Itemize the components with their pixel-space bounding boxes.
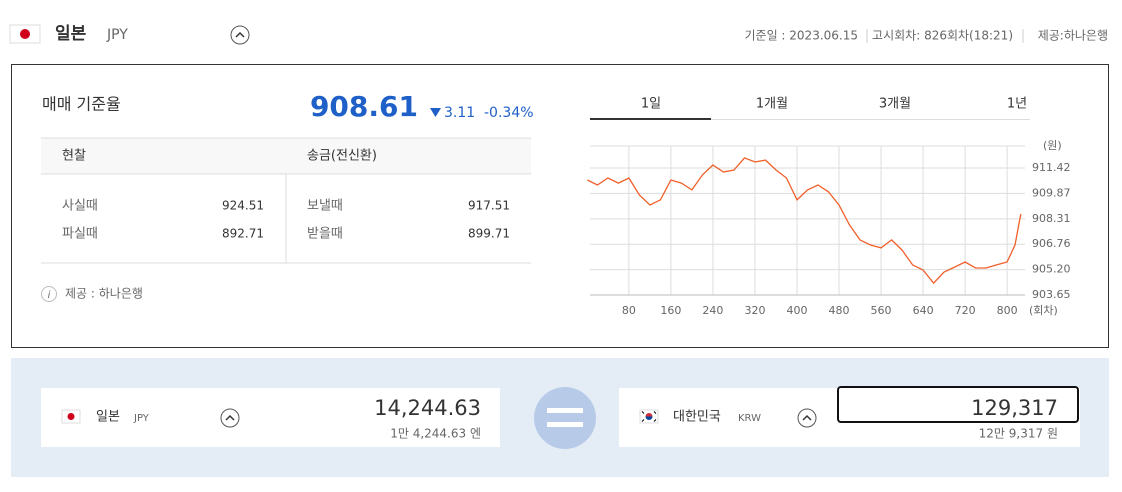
toggle-button[interactable] <box>230 25 250 45</box>
y-tick-label: 909.87 <box>1032 186 1071 199</box>
info-icon-text: i <box>48 290 51 301</box>
y-tick-label: 908.31 <box>1032 212 1071 225</box>
x-tick-label: 800 <box>997 304 1018 317</box>
x-tick-label: 80 <box>622 304 636 317</box>
flag-circle <box>67 413 75 420</box>
tab[interactable]: 1일 <box>641 97 661 112</box>
cell-label: 파실때 <box>62 227 98 242</box>
y-unit: (원) <box>1043 139 1062 152</box>
rate-line <box>587 157 1022 285</box>
to-select[interactable] <box>797 408 817 428</box>
to-code: KRW <box>738 413 761 424</box>
x-tick-label: 720 <box>955 304 976 317</box>
table-header: 송금(전신환) <box>307 149 377 164</box>
from-amount[interactable]: 14,244.63 <box>374 396 481 420</box>
x-tick-label: 400 <box>786 304 807 317</box>
cell-label: 받을때 <box>307 227 343 242</box>
to-country: 대한민국 <box>673 410 721 425</box>
rate-percent: -0.34% <box>484 105 534 121</box>
cell-label: 보낼때 <box>307 199 343 214</box>
tab[interactable]: 1개월 <box>756 97 788 112</box>
rate-label: 매매 기준율 <box>42 95 121 114</box>
cell-value: 892.71 <box>222 227 264 241</box>
down-arrow <box>430 108 441 117</box>
rate-change: 3.11 <box>444 105 475 121</box>
flag-korea <box>639 409 659 424</box>
from-select[interactable] <box>220 408 240 428</box>
tab[interactable]: 3개월 <box>879 97 911 112</box>
table-header: 현찰 <box>62 149 86 164</box>
y-tick-label: 903.65 <box>1032 288 1071 301</box>
date: 기준일 : 2023.06.15 <box>745 29 859 43</box>
cell-label: 사실때 <box>62 199 98 214</box>
cell-value: 924.51 <box>222 199 264 213</box>
cell-value: 917.51 <box>468 199 510 213</box>
round: 고시회차: 826회차(18:21) <box>872 29 1013 43</box>
x-label: (회차) <box>1029 304 1058 317</box>
country-name: 일본 <box>55 24 87 44</box>
tab[interactable]: 1년 <box>1007 97 1027 112</box>
flag-circle <box>20 29 30 39</box>
y-tick-label: 906.76 <box>1032 237 1071 250</box>
x-tick-label: 160 <box>660 304 681 317</box>
provider: 제공:하나은행 <box>1038 28 1108 43</box>
panel <box>11 64 1109 348</box>
to-input[interactable] <box>837 386 1079 423</box>
info-icon <box>41 286 57 302</box>
table-header-bg <box>41 138 531 174</box>
equals <box>534 387 596 449</box>
cell-value: 899.71 <box>468 227 510 241</box>
x-tick-label: 240 <box>702 304 723 317</box>
x-tick-label: 560 <box>871 304 892 317</box>
x-tick-label: 480 <box>829 304 850 317</box>
from-reading: 1만 4,244.63 엔 <box>390 427 481 441</box>
y-tick-label: 911.42 <box>1032 161 1071 174</box>
from-country: 일본 <box>96 410 120 425</box>
from-card <box>41 388 500 447</box>
note: 제공 : 하나은행 <box>65 286 143 301</box>
rate-value: 908.61 <box>310 90 418 123</box>
to-reading: 12만 9,317 원 <box>979 427 1058 441</box>
from-code: JPY <box>133 413 150 424</box>
to-amount[interactable]: 129,317 <box>971 396 1058 420</box>
currency-code: JPY <box>106 27 128 43</box>
x-tick-label: 640 <box>913 304 934 317</box>
y-tick-label: 905.20 <box>1032 263 1071 276</box>
x-tick-label: 320 <box>744 304 765 317</box>
